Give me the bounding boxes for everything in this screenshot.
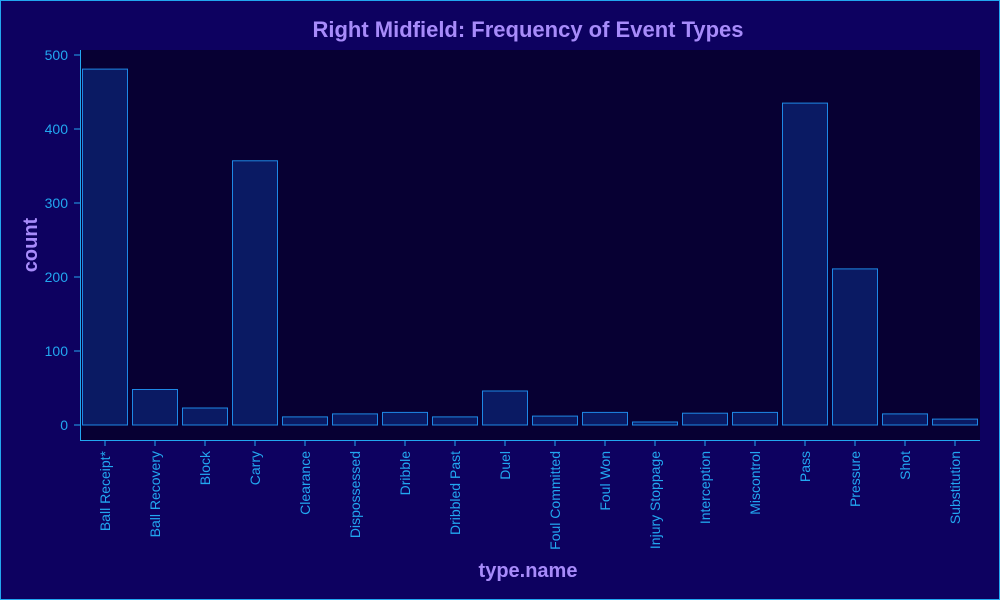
- bar: [632, 421, 678, 426]
- x-tick-label: Injury Stoppage: [647, 451, 663, 549]
- bar: [282, 416, 328, 426]
- bar: [582, 411, 628, 426]
- x-tick-label: Carry: [247, 451, 263, 485]
- bar: [82, 68, 128, 426]
- bar: [482, 390, 528, 426]
- y-tick-label: 100: [45, 343, 69, 359]
- bar: [332, 413, 378, 426]
- bar: [532, 415, 578, 426]
- x-ticks-group: Ball Receipt* Ball Recovery Block Carry Clea…: [97, 440, 963, 550]
- y-ticks-group: 0 100 200 300 400 500: [45, 47, 80, 433]
- x-tick-label: Duel: [497, 451, 513, 480]
- x-tick-label: Ball Recovery: [147, 451, 163, 537]
- plot-area: [80, 50, 980, 440]
- x-tick-label: Clearance: [297, 451, 313, 515]
- bar: [732, 411, 778, 426]
- x-tick-label: Shot: [897, 451, 913, 480]
- bar: [882, 413, 928, 426]
- y-tick-label: 400: [45, 121, 69, 137]
- bar: [132, 389, 178, 426]
- x-axis-title: type.name: [479, 560, 578, 582]
- y-tick-label: 300: [45, 195, 69, 211]
- chart-title: Right Midfield: Frequency of Event Types: [312, 17, 743, 42]
- y-axis-title: count: [20, 217, 42, 272]
- x-tick-label: Pressure: [847, 451, 863, 507]
- x-tick-label: Substitution: [947, 451, 963, 524]
- x-tick-label: Block: [197, 450, 213, 485]
- bar: [182, 407, 228, 426]
- x-tick-label: Miscontrol: [747, 451, 763, 515]
- bar: [832, 268, 878, 426]
- bar: [682, 412, 728, 426]
- x-tick-label: Interception: [697, 451, 713, 524]
- y-tick-label: 200: [45, 269, 69, 285]
- bars-group: [82, 68, 978, 426]
- y-tick-label: 0: [60, 417, 68, 433]
- x-tick-label: Pass: [797, 451, 813, 482]
- x-tick-label: Dribble: [397, 451, 413, 496]
- bar: [432, 416, 478, 426]
- y-tick-label: 500: [45, 47, 69, 63]
- x-tick-label: Dribbled Past: [447, 451, 463, 535]
- x-tick-label: Foul Won: [597, 451, 613, 511]
- bar: [382, 411, 428, 426]
- x-tick-label: Dispossessed: [347, 451, 363, 538]
- x-tick-label: Foul Committed: [547, 451, 563, 550]
- bar: [782, 102, 828, 426]
- bar: [232, 160, 278, 426]
- x-tick-label: Ball Receipt*: [97, 450, 113, 531]
- bar: [932, 418, 978, 426]
